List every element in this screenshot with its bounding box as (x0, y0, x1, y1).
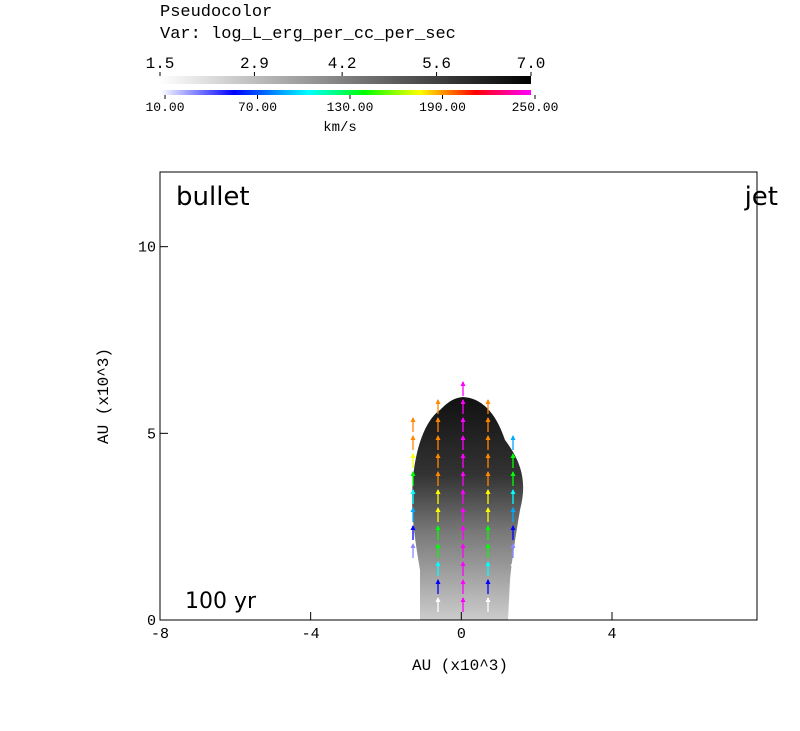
x-tick-label: 0 (457, 626, 466, 643)
vector-arrowhead (485, 507, 491, 512)
vector-arrowhead (510, 435, 516, 440)
x-tick-label: -8 (151, 626, 169, 643)
vector-arrowhead (460, 561, 466, 566)
vector-arrowhead (485, 399, 491, 404)
vector-arrowhead (435, 579, 441, 584)
vector-arrowhead (485, 453, 491, 458)
vector-arrowhead (410, 435, 416, 440)
vector-arrowhead (510, 507, 516, 512)
x-tick-label: -4 (302, 626, 320, 643)
vector-arrowhead (435, 453, 441, 458)
vector-arrowhead (510, 453, 516, 458)
colorbar-tick-label: 5.6 (422, 55, 451, 73)
vectors (410, 381, 516, 612)
colorbar-tick-label: 1.5 (146, 55, 175, 73)
vector-arrowhead (510, 471, 516, 476)
vector-arrowhead (510, 543, 516, 548)
legend-subtitle: Var: log_L_erg_per_cc_per_sec (160, 25, 456, 44)
vector-arrowhead (460, 489, 466, 494)
vector-arrowhead (435, 489, 441, 494)
vector-arrowhead (485, 489, 491, 494)
vector-colorbar-tick-label: 130.00 (327, 100, 374, 115)
vector-colorbar-tick-label: 190.00 (419, 100, 466, 115)
vector-arrowhead (460, 417, 466, 422)
x-axis-label: AU (x10^3) (412, 657, 508, 675)
vector-arrowhead (410, 525, 416, 530)
vector-arrowhead (485, 417, 491, 422)
vector-colorbar (160, 90, 531, 95)
vector-colorbar-tick-label: 10.00 (145, 100, 184, 115)
y-tick-label: 0 (147, 613, 156, 630)
vector-arrowhead (435, 507, 441, 512)
y-tick-label: 10 (138, 240, 156, 257)
y-axis-label: AU (x10^3) (95, 348, 113, 444)
vector-arrowhead (460, 525, 466, 530)
vector-arrowhead (510, 489, 516, 494)
x-tick-label: 4 (607, 626, 616, 643)
vector-arrowhead (410, 579, 416, 584)
vector-arrowhead (435, 417, 441, 422)
vector-arrowhead (460, 381, 466, 386)
vector-arrowhead (410, 417, 416, 422)
vector-arrowhead (510, 525, 516, 530)
vector-arrowhead (435, 543, 441, 548)
y-tick-label: 5 (147, 426, 156, 443)
annotation: bullet (176, 182, 250, 212)
vector-arrowhead (460, 597, 466, 602)
vector-arrowhead (410, 471, 416, 476)
vector-arrowhead (510, 561, 516, 566)
vector-arrowhead (410, 597, 416, 602)
vector-units: km/s (323, 120, 357, 136)
vector-arrowhead (485, 579, 491, 584)
colorbar (160, 76, 531, 84)
vector-arrowhead (485, 435, 491, 440)
colorbar-tick-label: 7.0 (517, 55, 546, 73)
vector-arrowhead (485, 525, 491, 530)
vector-arrowhead (485, 597, 491, 602)
vector-arrowhead (460, 399, 466, 404)
vector-arrowhead (460, 507, 466, 512)
colorbar-tick-label: 2.9 (240, 55, 269, 73)
vector-arrowhead (485, 561, 491, 566)
plot-frame (159, 171, 758, 621)
vector-arrowhead (410, 507, 416, 512)
legend-title: Pseudocolor (160, 3, 272, 22)
vector-arrowhead (435, 597, 441, 602)
vector-arrowhead (460, 453, 466, 458)
vector-arrowhead (510, 597, 516, 602)
vector-colorbar-tick-label: 70.00 (238, 100, 277, 115)
vector-arrowhead (410, 489, 416, 494)
vector-arrowhead (460, 435, 466, 440)
vector-arrowhead (435, 471, 441, 476)
vector-arrowhead (460, 471, 466, 476)
vector-arrowhead (485, 471, 491, 476)
vector-arrowhead (510, 579, 516, 584)
vector-arrowhead (460, 543, 466, 548)
vector-arrowhead (485, 543, 491, 548)
annotation: jet (744, 182, 778, 212)
vector-arrowhead (435, 435, 441, 440)
vector-colorbar-tick-label: 250.00 (512, 100, 559, 115)
vector-arrowhead (435, 561, 441, 566)
vector-arrowhead (410, 453, 416, 458)
field-image (412, 397, 524, 620)
vector-arrowhead (435, 399, 441, 404)
annotation: 100 yr (185, 589, 257, 614)
colorbar-tick-label: 4.2 (328, 55, 357, 73)
vector-arrowhead (435, 525, 441, 530)
vector-arrowhead (460, 579, 466, 584)
vector-arrowhead (410, 543, 416, 548)
vector-arrowhead (410, 561, 416, 566)
